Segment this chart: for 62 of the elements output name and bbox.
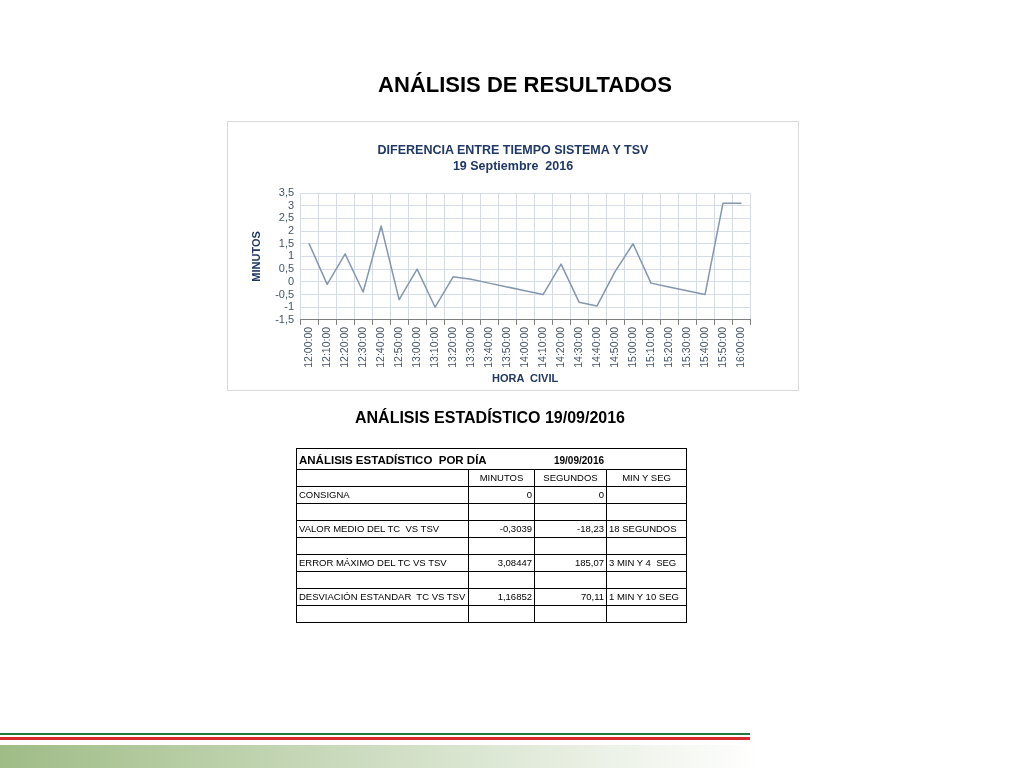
text: 3 MIN Y 4 SEG	[609, 557, 677, 568]
y-tick-label: 1,5	[278, 236, 295, 249]
category-label: ERROR MÁXIMO DEL TC VS TSV	[299, 557, 447, 568]
text: ANÁLISIS ESTADÍSTICO POR DÍA	[299, 453, 487, 468]
text: -0,3039	[499, 523, 532, 534]
text: ANÁLISIS ESTADÍSTICO 19/09/2016	[354, 408, 626, 428]
x-tick-label: 14:40:00	[589, 326, 602, 368]
text: 0	[526, 489, 532, 500]
x-tick-label: 13:00:00	[410, 326, 423, 368]
x-tick-label: 14:20:00	[553, 326, 566, 368]
x-tick-label: 14:10:00	[535, 326, 548, 368]
x-tick-label: 14:50:00	[607, 326, 620, 368]
y-tick-label: -0,5	[275, 287, 295, 300]
y-tick-label: 2	[288, 224, 295, 237]
chart-subtitle: 19 Septiembre 2016	[451, 159, 575, 174]
x-axis-title: HORA CIVIL	[491, 372, 559, 385]
text: ANÁLISIS DE RESULTADOS	[377, 71, 673, 99]
text: 18 SEGUNDOS	[609, 523, 677, 534]
y-tick-label: 0	[288, 274, 295, 287]
text: 1 MIN Y 10 SEG	[609, 591, 679, 602]
text: 70,11	[580, 591, 604, 602]
x-tick-label: 13:10:00	[428, 326, 440, 368]
x-tick-label: 13:20:00	[445, 326, 458, 368]
x-tick-label: 12:10:00	[320, 326, 333, 368]
text: 185,07	[574, 557, 604, 568]
x-tick-label: 12:50:00	[392, 326, 405, 368]
x-tick-label: 15:10:00	[643, 326, 656, 368]
x-tick-label: 12:40:00	[374, 326, 387, 368]
x-tick-label: 15:50:00	[715, 326, 728, 368]
chart-title: DIFERENCIA ENTRE TIEMPO SISTEMA Y TSV	[376, 143, 650, 158]
text: 0	[598, 489, 604, 500]
y-tick-label: 1	[288, 249, 295, 262]
text: 1,16852	[497, 591, 532, 602]
category-label: MIN Y SEG	[606, 469, 687, 487]
x-tick-label: 15:40:00	[697, 326, 710, 368]
x-tick-label: 15:20:00	[661, 326, 674, 368]
text: 3,08447	[497, 557, 532, 568]
category-label: VALOR MEDIO DEL TC VS TSV	[299, 523, 440, 534]
y-tick-label: 3	[288, 198, 295, 211]
y-tick-label: 3,5	[278, 186, 295, 199]
x-tick-label: 15:00:00	[625, 326, 638, 368]
x-tick-label: 14:30:00	[571, 326, 584, 368]
x-tick-label: 13:30:00	[463, 326, 476, 368]
x-tick-label: 13:40:00	[481, 326, 494, 368]
x-tick-label: 13:50:00	[499, 326, 512, 368]
x-tick-label: 14:00:00	[517, 326, 530, 368]
y-axis-title: MINUTOS	[249, 231, 262, 282]
x-tick-label: 12:20:00	[338, 326, 351, 368]
x-tick-label: 15:30:00	[679, 326, 692, 368]
category-label: DESVIACIÓN ESTANDAR TC VS TSV	[299, 591, 466, 602]
y-tick-label: 2,5	[278, 211, 295, 224]
category-label: SEGUNDOS	[534, 469, 607, 487]
x-tick-label: 12:00:00	[302, 326, 315, 368]
y-tick-label: -1	[284, 300, 295, 313]
text: -18,23	[577, 523, 604, 534]
x-tick-label: 12:30:00	[356, 326, 369, 368]
text: 19/09/2016	[553, 454, 605, 468]
category-label: MINUTOS	[468, 469, 535, 487]
x-tick-label: 16:00:00	[733, 326, 746, 368]
y-tick-label: -1,5	[275, 312, 295, 325]
y-tick-label: 0,5	[278, 262, 295, 275]
category-label: CONSIGNA	[299, 489, 350, 500]
